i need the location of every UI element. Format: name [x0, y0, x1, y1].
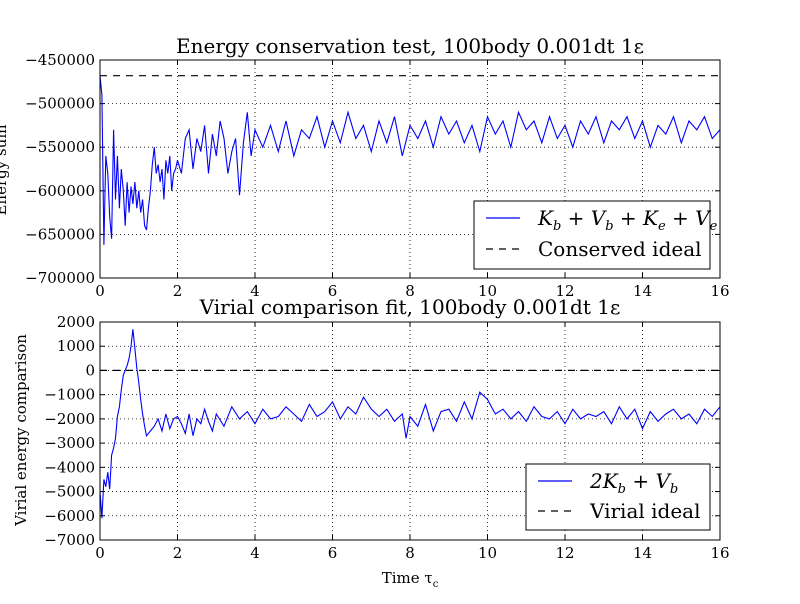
- virial-legend-box: [525, 463, 711, 531]
- energy-subplot-title: Energy conservation test, 100body 0.001d…: [176, 34, 644, 58]
- energy-ytick-label: −650000: [25, 225, 95, 243]
- energy-xtick-label: 14: [633, 282, 652, 300]
- energy-xtick-label: 6: [328, 282, 338, 300]
- virial-xtick-label: 2: [173, 544, 183, 562]
- energy-lines: [99, 75, 721, 245]
- energy-ytick-label: −700000: [25, 269, 95, 287]
- virial-ytick-label: −7000: [44, 531, 95, 549]
- virial-legend-label-2: Virial ideal: [589, 499, 700, 523]
- energy-series-line: [99, 75, 721, 245]
- virial-xtick-label: 10: [478, 544, 497, 562]
- energy-legend-label-2: Conserved ideal: [538, 237, 702, 261]
- virial-xtick-label: 6: [328, 544, 338, 562]
- energy-legend: Kb + Vb + Ke + Ve Conserved ideal: [473, 200, 718, 270]
- energy-axes-frame: [99, 59, 721, 279]
- time-xlabel: Time τc: [382, 569, 439, 590]
- virial-ticks: 0 2 4 6 8 10 12 14 16 −7000 −6000 −5000 −4000 −3000 −2…: [44, 313, 729, 562]
- virial-xtick-label: 12: [555, 544, 574, 562]
- energy-xtick-label: 12: [555, 282, 574, 300]
- energy-ytick-label: −600000: [25, 182, 95, 200]
- virial-ytick-label: −3000: [44, 434, 95, 452]
- energy-xtick-label: 8: [405, 282, 415, 300]
- energy-ylabel: Energy sum: [0, 124, 10, 215]
- virial-ytick-label: −2000: [44, 410, 95, 428]
- energy-xtick-label: 16: [710, 282, 729, 300]
- energy-xtick-label: 2: [173, 282, 183, 300]
- energy-ticks: 0 2 4 6 8 10 12 14 16 −700000 −650000 −600000 −55000…: [25, 51, 729, 300]
- virial-xtick-label: 8: [405, 544, 415, 562]
- virial-xtick-label: 14: [633, 544, 652, 562]
- virial-series-line: [99, 329, 721, 519]
- energy-legend-box: [473, 200, 711, 270]
- virial-ytick-label: 0: [85, 361, 95, 379]
- energy-xtick-label: 0: [95, 282, 105, 300]
- virial-legend: 2Kb + Vb Virial ideal: [525, 463, 711, 531]
- virial-ytick-label: −6000: [44, 507, 95, 525]
- virial-subplot-title: Virial comparison fit, 100body 0.001dt 1…: [199, 295, 621, 319]
- virial-axes-frame: [99, 321, 721, 541]
- virial-ytick-label: −4000: [44, 458, 95, 476]
- virial-ytick-label: 2000: [57, 313, 95, 331]
- virial-legend-label-1: 2Kb + Vb: [589, 469, 678, 497]
- virial-xtick-label: 4: [250, 544, 260, 562]
- virial-ytick-label: −5000: [44, 483, 95, 501]
- virial-lines: [99, 329, 721, 519]
- virial-xtick-label: 16: [710, 544, 729, 562]
- energy-xtick-label: 4: [250, 282, 260, 300]
- energy-xtick-label: 10: [478, 282, 497, 300]
- virial-xtick-label: 0: [95, 544, 105, 562]
- energy-ytick-label: −500000: [25, 95, 95, 113]
- virial-subplot: Virial comparison fit, 100body 0.001dt 1…: [12, 295, 730, 590]
- energy-ytick-label: −550000: [25, 138, 95, 156]
- virial-ytick-label: 1000: [57, 337, 95, 355]
- energy-subplot: Energy conservation test, 100body 0.001d…: [0, 34, 730, 300]
- virial-ytick-label: −1000: [44, 386, 95, 404]
- energy-ytick-label: −450000: [25, 51, 95, 69]
- virial-ylabel: Virial energy comparison: [12, 334, 30, 527]
- energy-legend-label-1: Kb + Vb + Ke + Ve: [537, 206, 718, 234]
